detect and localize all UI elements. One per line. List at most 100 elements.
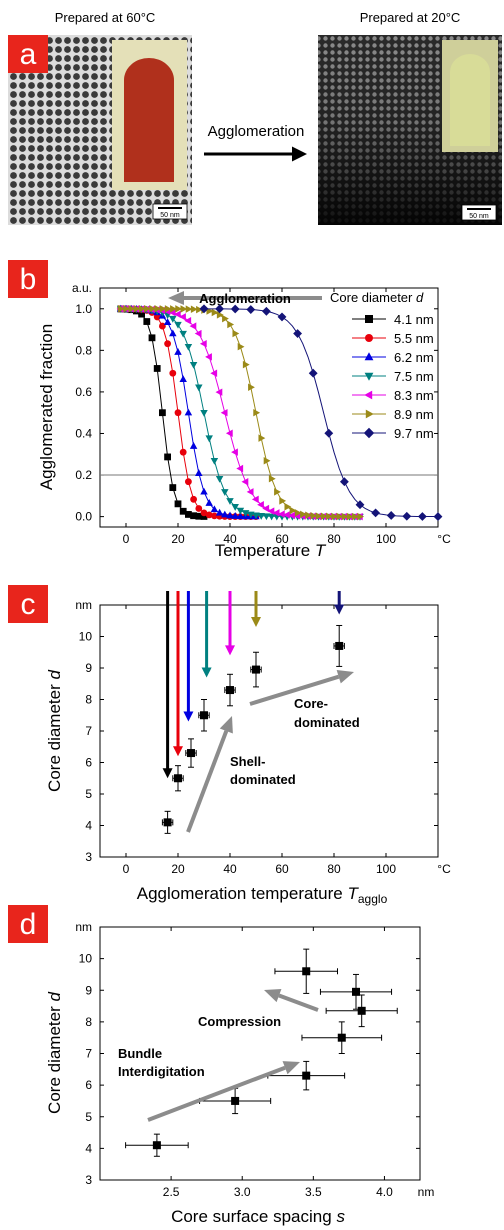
- x-tick-label: 3.0: [234, 1185, 251, 1199]
- data-point: [224, 673, 236, 707]
- series-marker: [173, 310, 181, 319]
- series-marker: [128, 305, 136, 313]
- series-marker: [163, 318, 172, 326]
- series-marker: [357, 512, 365, 521]
- series-marker: [310, 512, 318, 520]
- panel-c-tag: [8, 585, 48, 623]
- series-marker: [231, 512, 239, 519]
- y-tick-label: 4: [85, 819, 92, 833]
- y-tick-label: 1.0: [75, 302, 92, 316]
- x-tick-label: 3.5: [305, 1185, 322, 1199]
- series-marker: [169, 315, 177, 323]
- x-tick-label: 20: [171, 532, 185, 546]
- legend-label: 5.5 nm: [394, 331, 434, 346]
- x-tick-label: 20: [171, 862, 185, 876]
- series-marker: [232, 329, 240, 338]
- series-marker: [242, 360, 250, 369]
- series-marker: [195, 469, 203, 476]
- colored-arrow: [183, 591, 194, 722]
- series-marker: [164, 305, 172, 313]
- y-tick-label: 9: [85, 661, 92, 675]
- series-marker: [194, 329, 202, 338]
- data-point: [333, 624, 345, 667]
- series-marker: [118, 305, 125, 313]
- x-tick-label: 100: [376, 862, 396, 876]
- agglomeration-arrow-label: Agglomeration: [208, 123, 305, 140]
- data-point-marker: [302, 967, 311, 976]
- colored-arrow: [173, 591, 183, 757]
- series-marker: [258, 434, 266, 442]
- series-marker: [184, 316, 192, 325]
- series-marker: [433, 512, 443, 521]
- series-marker: [174, 409, 182, 417]
- annotation-compression: Compression: [198, 1014, 281, 1029]
- panel-b: b 0 20 40 60 80 100 0.0 0.2 0.4 0.6 0.8 1.0 °C a.u. Te…: [8, 260, 451, 560]
- data-point: [172, 765, 184, 792]
- series-marker: [283, 511, 290, 519]
- series-marker: [236, 464, 244, 473]
- y-tick-label: 0.2: [75, 468, 92, 482]
- series-marker: [308, 368, 318, 378]
- plot-d: 2.5 3.0 3.5 4.0 3 4 5 6 7 8 9 10 nm nm Core surface sp…: [45, 920, 434, 1226]
- series-marker: [210, 505, 219, 513]
- series-marker: [215, 388, 223, 396]
- data-point-marker: [174, 774, 182, 783]
- series-marker: [284, 503, 292, 511]
- y-tick-label: 7: [85, 1047, 92, 1061]
- series-marker: [195, 505, 203, 512]
- series-marker: [251, 495, 259, 504]
- panel-a-tag-front: [8, 35, 48, 73]
- y-axis-title: Core diameter d: [45, 992, 64, 1114]
- series-marker: [305, 511, 313, 519]
- series-marker: [179, 507, 187, 515]
- data-point: [198, 699, 210, 732]
- arrow-head: [225, 645, 235, 656]
- panel-d-letter: d: [20, 908, 37, 941]
- series-marker: [170, 305, 177, 313]
- series-marker: [200, 409, 208, 417]
- series-marker: [168, 308, 176, 317]
- agglomeration-annotation: Agglomeration: [199, 291, 291, 306]
- series-marker: [184, 408, 193, 416]
- series-marker: [257, 513, 265, 520]
- plot-b: 0 20 40 60 80 100 0.0 0.2 0.4 0.6 0.8 1.0 °C a.u. Temp…: [37, 281, 451, 560]
- vial-yellow: [442, 40, 498, 152]
- series-marker: [185, 478, 192, 486]
- series-marker: [279, 497, 287, 505]
- data-point: [267, 1060, 346, 1091]
- series-marker: [169, 369, 177, 377]
- panel-c: c 0 20 40 60 80 100 3 4 5 6 7 8 9 10 °C nm Agglomeration…: [8, 585, 451, 906]
- series-marker: [230, 304, 240, 314]
- core-gray-arrow: [249, 670, 354, 706]
- legend-label: 8.9 nm: [394, 407, 434, 422]
- series-marker: [154, 305, 162, 313]
- series-marker: [320, 512, 328, 521]
- series-marker: [262, 513, 271, 521]
- x-tick-label: 60: [275, 532, 289, 546]
- arrow-head: [183, 711, 194, 722]
- colored-arrow: [334, 591, 345, 615]
- x-tick-label: 2.5: [163, 1185, 180, 1199]
- series-marker: [355, 500, 365, 510]
- x-tick-label: 60: [275, 862, 289, 876]
- y-tick-label: 7: [85, 724, 92, 738]
- x-axis-title: Agglomeration temperature Tagglo: [137, 884, 388, 906]
- series-marker: [199, 339, 207, 348]
- series-marker: [216, 311, 224, 319]
- y-unit-label: nm: [75, 920, 92, 934]
- y-tick-label: 0.0: [75, 510, 92, 524]
- series-marker: [159, 322, 166, 330]
- series-marker: [189, 361, 198, 369]
- data-point: [325, 994, 398, 1028]
- data-point-marker: [302, 1071, 311, 1080]
- series-marker: [179, 448, 187, 456]
- series-marker: [205, 353, 212, 361]
- series-marker: [200, 487, 208, 495]
- y-tick-label: 0.4: [75, 426, 92, 440]
- series-marker: [386, 511, 396, 520]
- y-tick-label: 6: [85, 756, 92, 770]
- legend-label: 6.2 nm: [394, 350, 434, 365]
- x-tick-label: 100: [376, 532, 396, 546]
- y-tick-label: 6: [85, 1078, 92, 1092]
